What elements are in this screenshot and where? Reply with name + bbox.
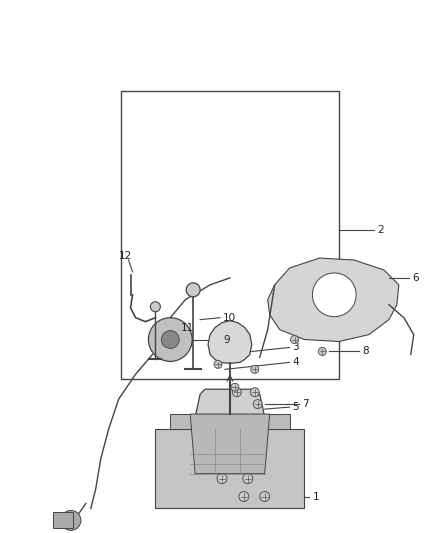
Circle shape [312,273,356,317]
Circle shape [233,387,241,397]
Text: 3: 3 [293,343,299,352]
Text: 4: 4 [293,358,299,367]
Text: 9: 9 [223,335,230,344]
Circle shape [243,474,253,483]
Circle shape [260,491,270,502]
Polygon shape [208,321,252,364]
Text: 6: 6 [412,273,418,283]
Circle shape [290,336,298,343]
Polygon shape [195,389,265,417]
Circle shape [186,283,200,297]
Circle shape [231,383,239,391]
Bar [170,414,290,429]
Text: 1: 1 [312,491,319,502]
Text: 10: 10 [223,313,236,322]
Text: 2: 2 [377,225,384,235]
Circle shape [217,474,227,483]
Bar [120,91,339,379]
Circle shape [61,511,81,530]
Circle shape [150,302,160,312]
Circle shape [250,387,259,397]
Circle shape [318,348,326,356]
Text: 11: 11 [181,322,194,333]
Polygon shape [268,258,399,342]
Bar [155,429,304,508]
Text: 8: 8 [362,346,369,357]
Circle shape [148,318,192,361]
Text: 12: 12 [119,251,132,261]
Circle shape [161,330,179,349]
Circle shape [214,360,222,368]
Bar [53,512,73,528]
Text: 5: 5 [293,402,299,412]
Text: 7: 7 [303,399,309,409]
Polygon shape [190,414,270,474]
Circle shape [251,365,259,373]
Circle shape [239,491,249,502]
Circle shape [253,400,262,409]
